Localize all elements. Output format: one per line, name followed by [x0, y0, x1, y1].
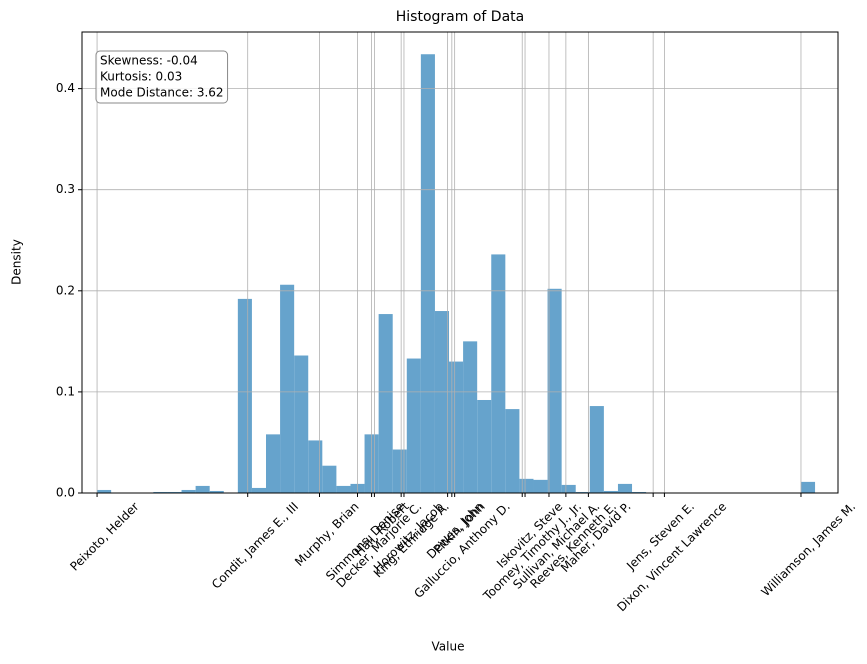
y-tick-label: 0.2	[56, 283, 75, 297]
y-tick-label: 0.1	[56, 384, 75, 398]
bar	[97, 489, 112, 493]
x-tick-label: Williamson, James M.	[759, 499, 859, 599]
bar	[237, 298, 252, 493]
bar	[392, 449, 407, 493]
bar	[632, 491, 647, 493]
bar	[519, 478, 534, 493]
bar	[322, 465, 337, 493]
y-tick-label: 0.3	[56, 182, 75, 196]
bar	[533, 479, 548, 493]
plot-frame	[81, 31, 839, 494]
bar	[280, 284, 295, 493]
bar	[420, 54, 435, 494]
bar	[266, 434, 281, 493]
bar	[294, 355, 309, 493]
bar	[589, 406, 604, 493]
bar	[603, 490, 618, 493]
bar	[617, 483, 633, 493]
bar	[378, 314, 393, 493]
annotation: Skewness: -0.04 Kurtosis: 0.03 Mode Distan…	[95, 50, 229, 104]
bar	[505, 409, 520, 493]
bar	[195, 485, 210, 493]
bar	[308, 440, 323, 493]
chart-title: Histogram of Data	[396, 9, 524, 25]
y-axis-label: Density	[10, 239, 24, 285]
bar	[251, 487, 267, 493]
x-axis-label: Value	[432, 640, 465, 654]
bar	[209, 490, 224, 493]
bar	[336, 485, 351, 493]
annotation-text: Mode Distance: 3.62	[100, 86, 224, 100]
annotation-box	[95, 50, 229, 104]
bar	[167, 491, 182, 493]
bar	[477, 399, 492, 493]
bar	[800, 481, 816, 493]
bar	[153, 491, 168, 493]
bar	[561, 484, 576, 493]
bar	[547, 288, 562, 493]
bar	[491, 254, 506, 493]
annotation-text: Kurtosis: 0.03	[100, 70, 182, 84]
y-tick-label: 0.4	[56, 81, 75, 95]
bar	[575, 491, 590, 493]
y-tick-label: 0.0	[56, 486, 75, 500]
bar	[406, 358, 421, 493]
annotation-text: Skewness: -0.04	[100, 54, 198, 68]
x-tick-label: Condit, James E., III	[209, 499, 301, 591]
x-tick-label: Peixoto, Helder	[67, 499, 141, 573]
bar	[449, 361, 464, 493]
bar	[434, 311, 450, 493]
bar	[463, 341, 478, 493]
bar	[181, 489, 196, 493]
